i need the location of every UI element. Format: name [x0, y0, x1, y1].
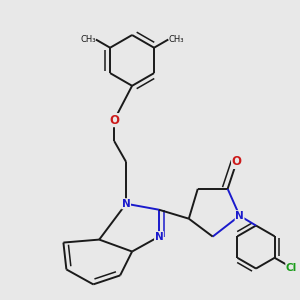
Text: CH₃: CH₃ [80, 35, 96, 44]
Text: N: N [235, 211, 244, 221]
Text: Cl: Cl [286, 262, 297, 272]
Text: O: O [232, 155, 242, 168]
Text: N: N [154, 232, 163, 242]
Text: CH₃: CH₃ [168, 35, 184, 44]
Text: O: O [109, 114, 119, 127]
Text: N: N [122, 199, 130, 209]
